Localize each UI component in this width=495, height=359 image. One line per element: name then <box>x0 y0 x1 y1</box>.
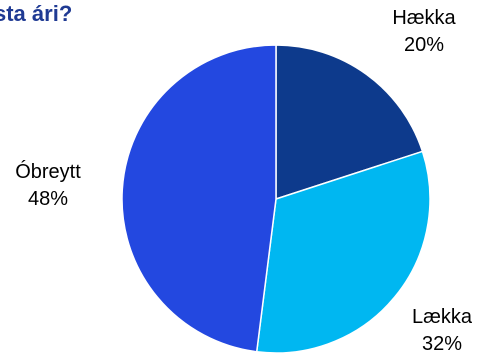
slice-value-label-lækka: 32% <box>422 333 462 355</box>
chart-title: sta ári? <box>0 1 73 26</box>
slice-value-label-óbreytt: 48% <box>28 188 68 210</box>
slice-label-hækka: Hækka <box>392 7 456 29</box>
pie-slice-lækka <box>255 150 431 354</box>
pie-slice-óbreytt <box>121 44 277 353</box>
pie-slice-hækka <box>275 44 424 201</box>
slice-label-lækka: Lækka <box>412 306 473 328</box>
slice-label-óbreytt: Óbreytt <box>15 160 81 183</box>
slice-value-label-hækka: 20% <box>404 34 444 56</box>
